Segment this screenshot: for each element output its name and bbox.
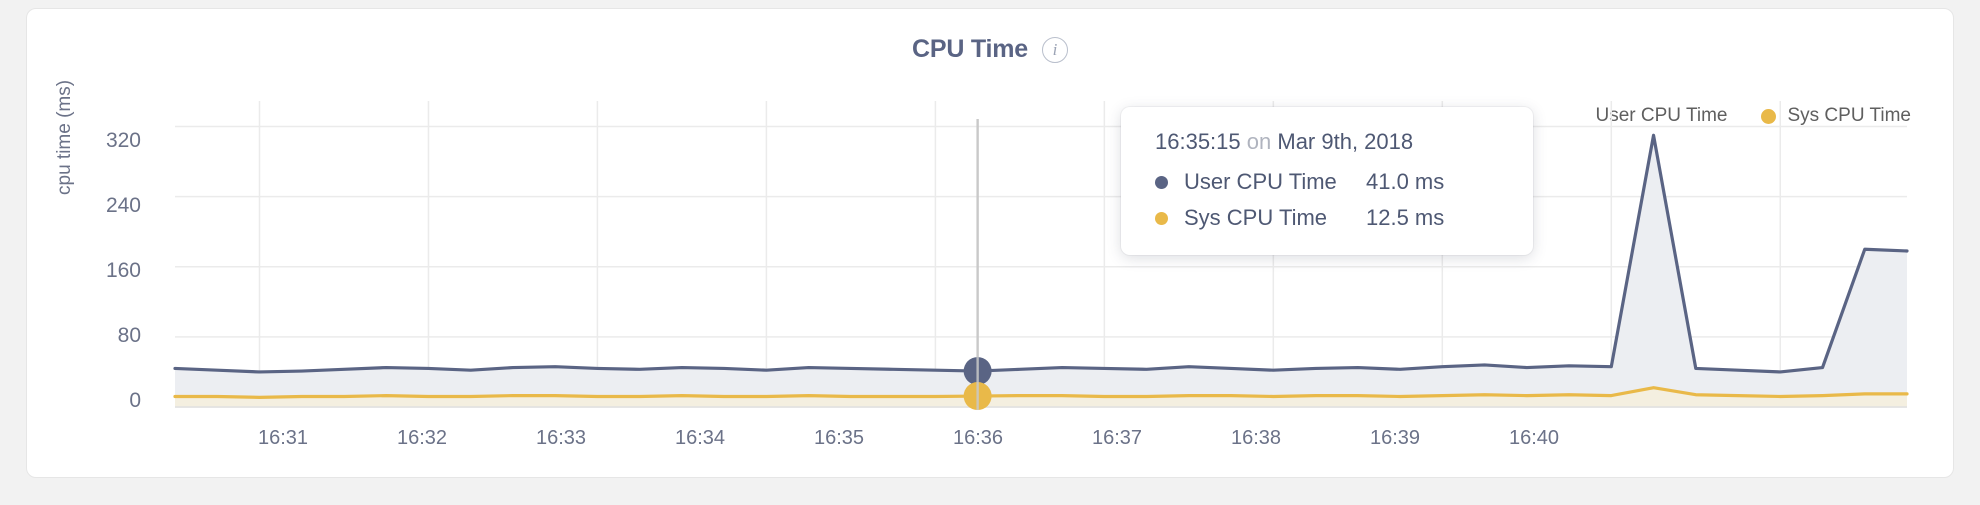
tooltip-value-sys: 12.5 ms: [1366, 205, 1445, 230]
x-tick-4: 16:35: [813, 427, 865, 449]
x-tick-1: 16:32: [396, 427, 448, 449]
chart-legend: User CPU Time Sys CPU Time: [1570, 105, 1912, 127]
chart-tooltip: 16:35:15 on Mar 9th, 2018 User CPU Time …: [1121, 107, 1533, 255]
plot-area: cpu time (ms) 320 240 160 80 0 16:31 16:…: [27, 9, 1953, 477]
x-tick-3: 16:34: [674, 427, 726, 449]
tooltip-name-sys: Sys CPU Time: [1184, 205, 1328, 230]
x-tick-8: 16:39: [1369, 427, 1421, 449]
tooltip-row-user: User CPU Time 41.0 ms: [1155, 169, 1499, 195]
tooltip-name-user: User CPU Time: [1184, 169, 1337, 194]
x-tick-9: 16:40: [1508, 427, 1560, 449]
tooltip-date: Mar 9th, 2018: [1277, 129, 1414, 154]
chart-canvas: [173, 101, 1909, 411]
tooltip-on-word: on: [1246, 129, 1272, 154]
y-tick-0: 0: [129, 389, 141, 412]
tooltip-value-user: 41.0 ms: [1366, 169, 1445, 194]
tooltip-dot-user: [1155, 175, 1168, 189]
legend-dot-sys: [1761, 108, 1777, 124]
legend-label-sys: Sys CPU Time: [1787, 105, 1911, 126]
x-tick-0: 16:31: [257, 427, 309, 449]
y-tick-240: 240: [105, 194, 141, 217]
legend-item-user-cpu-time[interactable]: User CPU Time: [1570, 105, 1728, 127]
y-tick-80: 80: [117, 324, 141, 347]
chart-card: CPU Time i User CPU Time Sys CPU Time cp…: [26, 8, 1954, 478]
x-tick-7: 16:38: [1230, 427, 1282, 449]
x-tick-6: 16:37: [1091, 427, 1143, 449]
legend-label-user: User CPU Time: [1595, 105, 1728, 126]
tooltip-timestamp: 16:35:15 on Mar 9th, 2018: [1155, 129, 1499, 155]
tooltip-dot-sys: [1155, 211, 1168, 225]
y-tick-320: 320: [105, 129, 141, 152]
y-tick-160: 160: [105, 259, 141, 282]
info-icon[interactable]: i: [1042, 36, 1069, 63]
x-tick-2: 16:33: [535, 427, 587, 449]
tooltip-time: 16:35:15: [1155, 129, 1241, 154]
x-tick-5: 16:36: [952, 427, 1004, 449]
tooltip-row-sys: Sys CPU Time 12.5 ms: [1155, 205, 1499, 231]
legend-item-sys-cpu-time[interactable]: Sys CPU Time: [1761, 105, 1911, 127]
